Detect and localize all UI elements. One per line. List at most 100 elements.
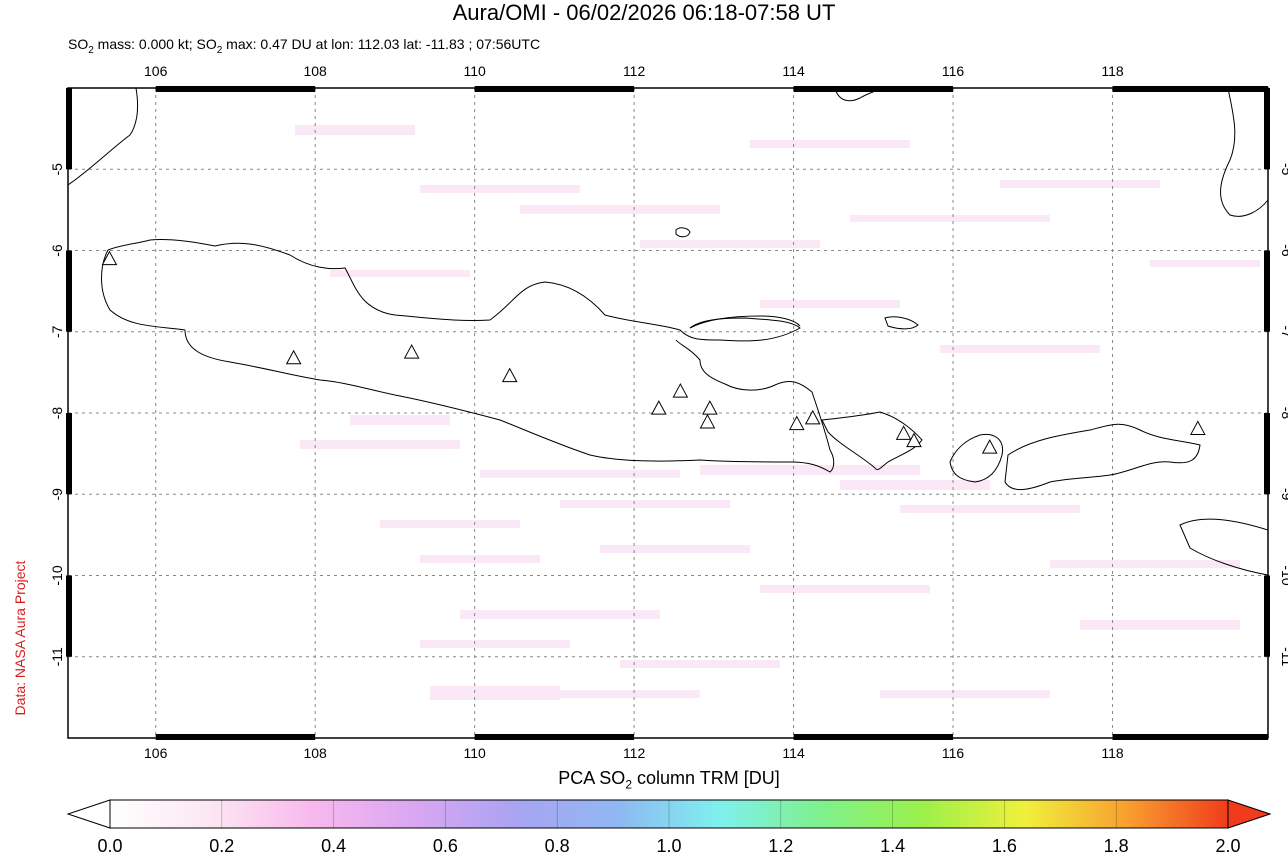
tick-label-right--10: -10 — [1279, 565, 1288, 585]
colorbar-label-suffix: column TRM [DU] — [632, 768, 780, 788]
volcano-marker-12 — [906, 432, 922, 448]
volcano-marker-2 — [285, 349, 302, 365]
tick-label-right--6: -6 — [1279, 244, 1288, 257]
volcano-marker-6 — [672, 383, 689, 398]
so2-field — [295, 125, 1260, 700]
coastline-sulawesi — [1220, 88, 1268, 217]
tick-label-bottom-106: 106 — [144, 745, 168, 761]
colorbar-tick-label-0.0: 0.0 — [97, 836, 122, 855]
colorbar-tick-label-1.4: 1.4 — [880, 836, 905, 855]
frame-bar-top — [474, 86, 635, 92]
tick-label-right--9: -9 — [1279, 488, 1288, 501]
map-title: Aura/OMI - 06/02/2026 06:18-07:58 UT — [452, 0, 836, 25]
frame-bar-bottom — [1112, 734, 1268, 740]
tick-labels: 106 106 108 108 110 110 112 112 114 114 116 116 118 1… — [49, 63, 1288, 761]
volcano-marker-1 — [101, 250, 118, 266]
coastline-sumba — [1179, 518, 1268, 576]
tick-label-top-114: 114 — [782, 63, 805, 79]
subtitle-sub: 2 — [88, 44, 94, 56]
tick-label-left--7: -7 — [49, 325, 65, 338]
tick-label-left--6: -6 — [49, 244, 65, 257]
frame-bar-right — [1264, 250, 1270, 332]
frame-bar-bottom — [793, 734, 954, 740]
coastline-sumbawa — [1004, 423, 1201, 490]
subtitle-prefix: SO — [68, 36, 89, 52]
frame-bar-bottom — [155, 734, 316, 740]
frame-bar-top — [155, 86, 316, 92]
subtitle-mid: mass: 0.000 kt; SO — [93, 36, 217, 52]
tick-label-right--11: -11 — [1279, 647, 1288, 666]
volcano-marker-9 — [788, 415, 805, 431]
colorbar-label-prefix: PCA SO — [558, 768, 626, 788]
tick-label-top-106: 106 — [144, 63, 168, 79]
coastline-bali — [821, 411, 923, 471]
tick-label-right--8: -8 — [1279, 407, 1288, 420]
coastline-sumatra — [68, 88, 139, 186]
tick-label-top-108: 108 — [303, 63, 327, 79]
volcano-markers — [101, 250, 1206, 454]
colorbar-tick-label-2.0: 2.0 — [1215, 836, 1240, 855]
volcano-marker-3 — [403, 344, 420, 359]
tick-label-left--5: -5 — [49, 163, 65, 176]
tick-label-top-110: 110 — [463, 63, 486, 79]
volcano-marker-10 — [804, 409, 821, 425]
colorbar-arrow-low — [66, 799, 111, 829]
colorbar: 0.0 0.2 0.4 0.6 0.8 1.0 1.2 1.4 1.6 1.8 2.0 — [66, 799, 1272, 855]
colorbar-tick-label-0.4: 0.4 — [321, 836, 346, 855]
colorbar-tick-label-1.6: 1.6 — [992, 836, 1017, 855]
coastline-kangean — [884, 316, 919, 330]
frame-bar-right — [1264, 88, 1270, 170]
tick-label-left--11: -11 — [49, 647, 65, 666]
coastline-bawean — [675, 227, 691, 238]
volcano-marker-4 — [501, 367, 518, 383]
map-background — [68, 88, 1268, 738]
coastline-java-west-end — [101, 249, 186, 331]
frame-bar-right — [1264, 413, 1270, 495]
volcano-marker-7 — [702, 400, 718, 415]
tick-label-bottom-112: 112 — [623, 745, 646, 761]
colorbar-tick-label-0.8: 0.8 — [545, 836, 570, 855]
tick-label-left--9: -9 — [49, 488, 65, 501]
map-frame-bars — [66, 86, 1270, 740]
colorbar-tick-label-1.0: 1.0 — [656, 836, 681, 855]
tick-label-right--7: -7 — [1279, 326, 1288, 339]
coastline-java-north — [107, 238, 801, 342]
tick-label-left--10: -10 — [49, 565, 65, 585]
frame-bar-left — [66, 413, 72, 495]
colorbar-tick-label-1.2: 1.2 — [768, 836, 793, 855]
frame-bar-left — [66, 575, 72, 657]
frame-bar-top — [1112, 86, 1268, 92]
colorbar-tick-label-0.6: 0.6 — [433, 836, 458, 855]
tick-label-bottom-110: 110 — [463, 745, 486, 761]
frame-bar-right — [1264, 575, 1270, 657]
colorbar-tick-label-0.2: 0.2 — [209, 836, 234, 855]
graticule — [68, 88, 1268, 738]
volcano-marker-14 — [1189, 420, 1206, 435]
volcano-marker-5 — [650, 400, 667, 415]
subtitle-sub2: 2 — [216, 44, 223, 56]
subtitle-suffix: max: 0.47 DU at lon: 112.03 lat: -11.83 … — [222, 36, 541, 52]
tick-label-bottom-118: 118 — [1101, 745, 1124, 761]
colorbar-tick-label-1.8: 1.8 — [1104, 836, 1129, 855]
tick-label-right--5: -5 — [1279, 163, 1288, 176]
frame-bar-left — [66, 250, 72, 332]
tick-label-bottom-114: 114 — [782, 745, 805, 761]
volcano-marker-8 — [699, 413, 716, 429]
tick-label-left--8: -8 — [49, 407, 65, 420]
coastline-java-south — [184, 329, 835, 473]
tick-label-top-118: 118 — [1101, 63, 1124, 79]
colorbar-label: PCA SO2 column TRM [DU] — [0, 768, 1288, 792]
coastline-lombok — [949, 433, 1004, 483]
frame-bar-bottom — [474, 734, 635, 740]
coastline-madura — [689, 315, 801, 329]
tick-label-top-112: 112 — [623, 63, 646, 79]
tick-label-bottom-116: 116 — [942, 745, 965, 761]
subtitle: SO2 mass: 0.000 kt; SO2 max: 0.47 DU at … — [68, 36, 540, 59]
tick-label-bottom-108: 108 — [303, 745, 327, 761]
volcano-marker-13 — [981, 439, 998, 454]
volcano-marker-11 — [895, 425, 912, 440]
frame-bar-left — [66, 88, 72, 170]
tick-label-top-116: 116 — [942, 63, 965, 79]
colorbar-arrow-high — [1227, 799, 1272, 829]
